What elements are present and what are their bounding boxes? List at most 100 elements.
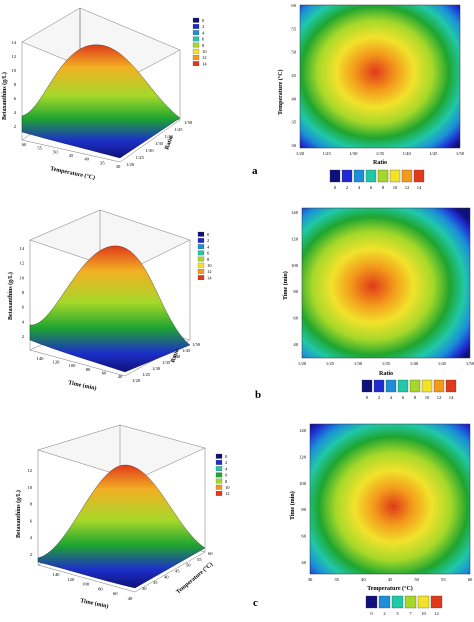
contour-frame-c	[309, 423, 471, 575]
contour-x-label-c: Temperature (°C)	[367, 585, 413, 592]
contour-x-tick-label: 35	[334, 577, 339, 582]
contour-x-tick-label: 1/30	[354, 361, 363, 366]
contour-frame-a	[299, 4, 461, 149]
z-tick-label: 6	[14, 96, 17, 101]
colorbar-swatch	[385, 379, 397, 393]
colorbar-swatch	[373, 379, 385, 393]
colorbar-swatch	[377, 169, 389, 183]
x-tick-label: 120	[67, 577, 75, 582]
contour-y-tick-label: 120	[291, 236, 299, 241]
z-tick-label: 8	[30, 502, 33, 507]
colorbar-swatch	[421, 379, 433, 393]
legend-label: 0	[225, 454, 228, 459]
z-tick-label: 6	[30, 518, 33, 523]
y-tick-label: 60	[208, 551, 213, 556]
colorbar-swatch	[445, 379, 457, 393]
y-axis-label-a: Ratio	[164, 135, 174, 150]
colorbar-label: 8	[414, 395, 417, 400]
z-tick-label: 14	[19, 246, 24, 251]
x-tick-label: 80	[98, 586, 103, 591]
legend-swatch	[197, 238, 205, 243]
x-axis-label-b: Time (min)	[68, 379, 98, 392]
panel-letter-a: a	[252, 165, 258, 177]
legend-label: 10	[225, 485, 230, 490]
z-axis-label-c: Betaxanthins (g/L)	[15, 490, 22, 538]
colorbar-swatch	[391, 595, 404, 609]
colorbar-label: 2	[378, 395, 381, 400]
y-tick-label: 1/45	[174, 127, 183, 132]
colorbar-swatch	[389, 169, 401, 183]
x-axis-label-a: Temperature (°C)	[50, 165, 96, 181]
y-tick-label: 35	[153, 580, 158, 585]
colorbar-label: 12	[437, 395, 442, 400]
contour-x-tick-label: 50	[414, 577, 419, 582]
colorbar-label: 6	[402, 395, 405, 400]
z-tick-label: 2	[30, 552, 33, 557]
contour-heatmap-a	[300, 5, 460, 148]
legend-swatch	[215, 466, 223, 472]
contour-x-ticks-c: 30 35 40 45 50 55 60	[308, 577, 473, 582]
contour-x-tick-label: 55	[441, 577, 446, 582]
contour-x-tick-label: 1/40	[403, 151, 412, 156]
colorbar-swatch	[433, 379, 445, 393]
legend-swatch	[215, 472, 223, 478]
colorbar-label: 2	[346, 185, 349, 190]
panel-b: Betaxanthins (g/L) 14 12 10 8 6 4 2 Time (min)…	[0, 200, 474, 410]
x-tick-label: 60	[102, 370, 107, 375]
panel-letter-b: b	[255, 389, 261, 401]
contour-y-ticks-b: 40 60 80 100 120 140	[291, 210, 299, 347]
contour-x-tick-label: 1/35	[376, 151, 385, 156]
contour-y-label-c: Time (min)	[289, 491, 296, 520]
legend-swatch	[197, 269, 205, 274]
contour-heatmap-c	[310, 424, 470, 574]
legend-swatch	[192, 55, 200, 60]
x-tick-label: 40	[128, 596, 133, 601]
legend-label: 12	[225, 491, 230, 496]
contour-y-tick-label: 35	[291, 120, 296, 125]
legend-label: 14	[207, 275, 212, 280]
legend-label: 8	[207, 257, 210, 262]
colorbar-swatch	[413, 169, 425, 183]
legend-swatch	[192, 61, 200, 67]
contour-y-tick-label: 100	[299, 481, 307, 486]
colorbar-label: 4	[358, 185, 361, 190]
colorbar-label: 5	[396, 611, 399, 616]
contour-x-tick-label: 60	[468, 577, 473, 582]
colorbar-label: 4	[390, 395, 393, 400]
contour-heatmap-b	[302, 208, 470, 358]
surface-mesh-c	[37, 464, 206, 589]
y-tick-label: 1/30	[152, 366, 161, 371]
y-tick-label: 1/25	[136, 155, 145, 160]
z-ticks-a: 14 12 10 8 6 4 2	[11, 40, 16, 129]
contour-y-label-b: Time (min)	[282, 271, 289, 300]
colorbar-swatch	[430, 595, 443, 609]
legend-label: 0	[207, 232, 210, 237]
x-tick-label: 45	[69, 153, 74, 158]
y-tick-label: 55	[197, 557, 202, 562]
contour-y-tick-label: 60	[291, 3, 296, 8]
legend-swatch	[197, 231, 205, 237]
colorbar-label: 7	[409, 611, 412, 616]
legend-swatch	[197, 250, 205, 256]
colorbar-label: 14	[417, 185, 422, 190]
contour-y-tick-label: 100	[291, 263, 299, 268]
legend-swatch	[215, 484, 223, 490]
y-tick-label: 50	[186, 563, 191, 568]
contour-y-tick-label: 55	[291, 26, 296, 31]
legend-label: 4	[207, 244, 210, 249]
legend-swatch	[215, 491, 223, 496]
y-tick-label: 1/35	[162, 360, 171, 365]
z-tick-label: 10	[27, 485, 32, 490]
colorbar-swatch	[409, 379, 421, 393]
contour-y-ticks-a: 30 35 40 45 50 55 60	[291, 3, 296, 148]
legend-label: 10	[207, 263, 212, 268]
legend-swatch	[215, 478, 223, 484]
legend-swatch	[197, 244, 205, 250]
contour-y-tick-label: 140	[299, 428, 307, 433]
x-tick-label: 50	[53, 149, 58, 154]
panel-a: Betaxanthins (g/L) 14 12 10 8 6 4 2 Temperatur…	[0, 0, 474, 200]
